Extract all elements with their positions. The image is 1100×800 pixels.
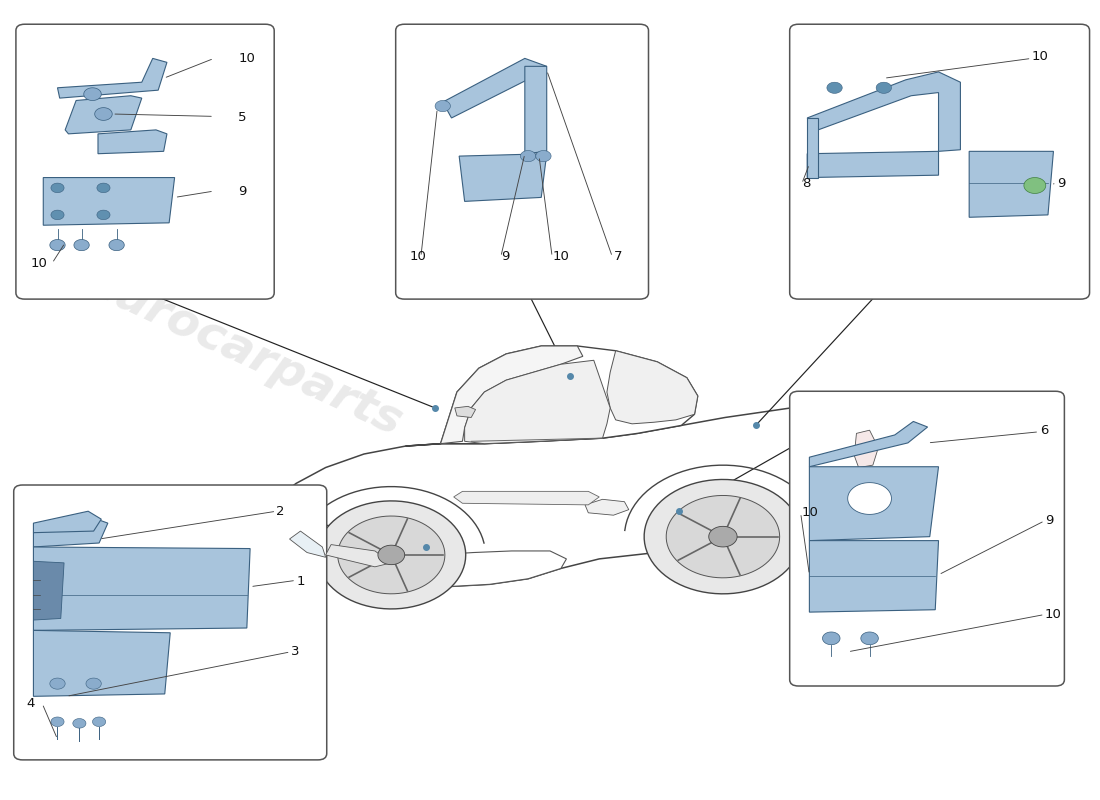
FancyBboxPatch shape bbox=[790, 24, 1090, 299]
Text: 3: 3 bbox=[290, 646, 299, 658]
Polygon shape bbox=[667, 495, 780, 578]
Polygon shape bbox=[65, 96, 142, 134]
Polygon shape bbox=[317, 501, 465, 609]
Polygon shape bbox=[97, 210, 110, 220]
Text: a passion for better auto: a passion for better auto bbox=[475, 460, 669, 563]
Polygon shape bbox=[86, 678, 101, 689]
Polygon shape bbox=[810, 422, 927, 466]
Polygon shape bbox=[810, 541, 938, 612]
Text: 419: 419 bbox=[515, 421, 541, 442]
Polygon shape bbox=[97, 183, 110, 193]
Polygon shape bbox=[50, 239, 65, 250]
Text: 2: 2 bbox=[276, 505, 285, 518]
Polygon shape bbox=[50, 678, 65, 689]
Polygon shape bbox=[708, 526, 737, 547]
Polygon shape bbox=[861, 632, 878, 645]
Polygon shape bbox=[827, 82, 843, 94]
Polygon shape bbox=[823, 632, 840, 645]
Polygon shape bbox=[33, 519, 108, 547]
Text: 10: 10 bbox=[30, 257, 47, 270]
Text: 10: 10 bbox=[410, 250, 427, 263]
Polygon shape bbox=[33, 547, 250, 630]
Polygon shape bbox=[453, 491, 600, 505]
Polygon shape bbox=[520, 150, 536, 162]
Polygon shape bbox=[73, 718, 86, 728]
Text: 9: 9 bbox=[238, 186, 246, 198]
Polygon shape bbox=[406, 346, 697, 446]
Text: 9: 9 bbox=[1045, 514, 1053, 527]
Polygon shape bbox=[92, 717, 106, 726]
Polygon shape bbox=[810, 466, 938, 541]
Polygon shape bbox=[51, 183, 64, 193]
Polygon shape bbox=[33, 511, 101, 533]
Text: 10: 10 bbox=[238, 52, 255, 65]
Polygon shape bbox=[1024, 178, 1046, 194]
Polygon shape bbox=[98, 130, 167, 154]
Polygon shape bbox=[51, 210, 64, 220]
Polygon shape bbox=[969, 151, 1054, 218]
Text: 10: 10 bbox=[552, 250, 569, 263]
Polygon shape bbox=[442, 58, 547, 118]
Polygon shape bbox=[436, 101, 450, 112]
Polygon shape bbox=[877, 82, 891, 94]
Polygon shape bbox=[84, 88, 101, 101]
Text: 5: 5 bbox=[238, 111, 246, 125]
Polygon shape bbox=[33, 562, 64, 620]
Polygon shape bbox=[289, 531, 326, 558]
FancyBboxPatch shape bbox=[15, 24, 274, 299]
Polygon shape bbox=[585, 499, 629, 515]
Text: 10: 10 bbox=[1032, 50, 1048, 63]
Polygon shape bbox=[855, 430, 878, 467]
Polygon shape bbox=[607, 350, 697, 424]
Polygon shape bbox=[848, 482, 891, 514]
Text: 10: 10 bbox=[802, 506, 818, 519]
Polygon shape bbox=[807, 118, 818, 178]
Polygon shape bbox=[645, 479, 802, 594]
Polygon shape bbox=[378, 545, 405, 565]
Polygon shape bbox=[338, 516, 444, 594]
Polygon shape bbox=[326, 545, 392, 567]
Polygon shape bbox=[807, 151, 938, 178]
Text: 6: 6 bbox=[1041, 424, 1048, 437]
Polygon shape bbox=[459, 154, 547, 202]
Polygon shape bbox=[441, 346, 583, 444]
Polygon shape bbox=[109, 239, 124, 250]
Polygon shape bbox=[525, 66, 547, 154]
Polygon shape bbox=[287, 534, 566, 586]
Polygon shape bbox=[57, 58, 167, 98]
Text: eurocarparts: eurocarparts bbox=[492, 412, 784, 578]
Text: 10: 10 bbox=[1045, 608, 1062, 621]
FancyBboxPatch shape bbox=[13, 485, 327, 760]
Polygon shape bbox=[536, 150, 551, 162]
Polygon shape bbox=[271, 408, 878, 586]
Text: eurocarparts: eurocarparts bbox=[78, 259, 409, 446]
Text: 8: 8 bbox=[802, 178, 810, 190]
Polygon shape bbox=[51, 717, 64, 726]
Polygon shape bbox=[43, 178, 175, 226]
Text: 4: 4 bbox=[26, 697, 35, 710]
FancyBboxPatch shape bbox=[396, 24, 649, 299]
Text: 9: 9 bbox=[1057, 178, 1065, 190]
Text: 1: 1 bbox=[296, 574, 305, 588]
Polygon shape bbox=[454, 406, 475, 418]
Polygon shape bbox=[33, 630, 170, 696]
Polygon shape bbox=[74, 239, 89, 250]
Polygon shape bbox=[807, 72, 960, 151]
Text: 9: 9 bbox=[500, 250, 509, 263]
Polygon shape bbox=[95, 108, 112, 120]
FancyBboxPatch shape bbox=[790, 391, 1065, 686]
Text: 7: 7 bbox=[614, 250, 622, 263]
Polygon shape bbox=[464, 360, 610, 444]
